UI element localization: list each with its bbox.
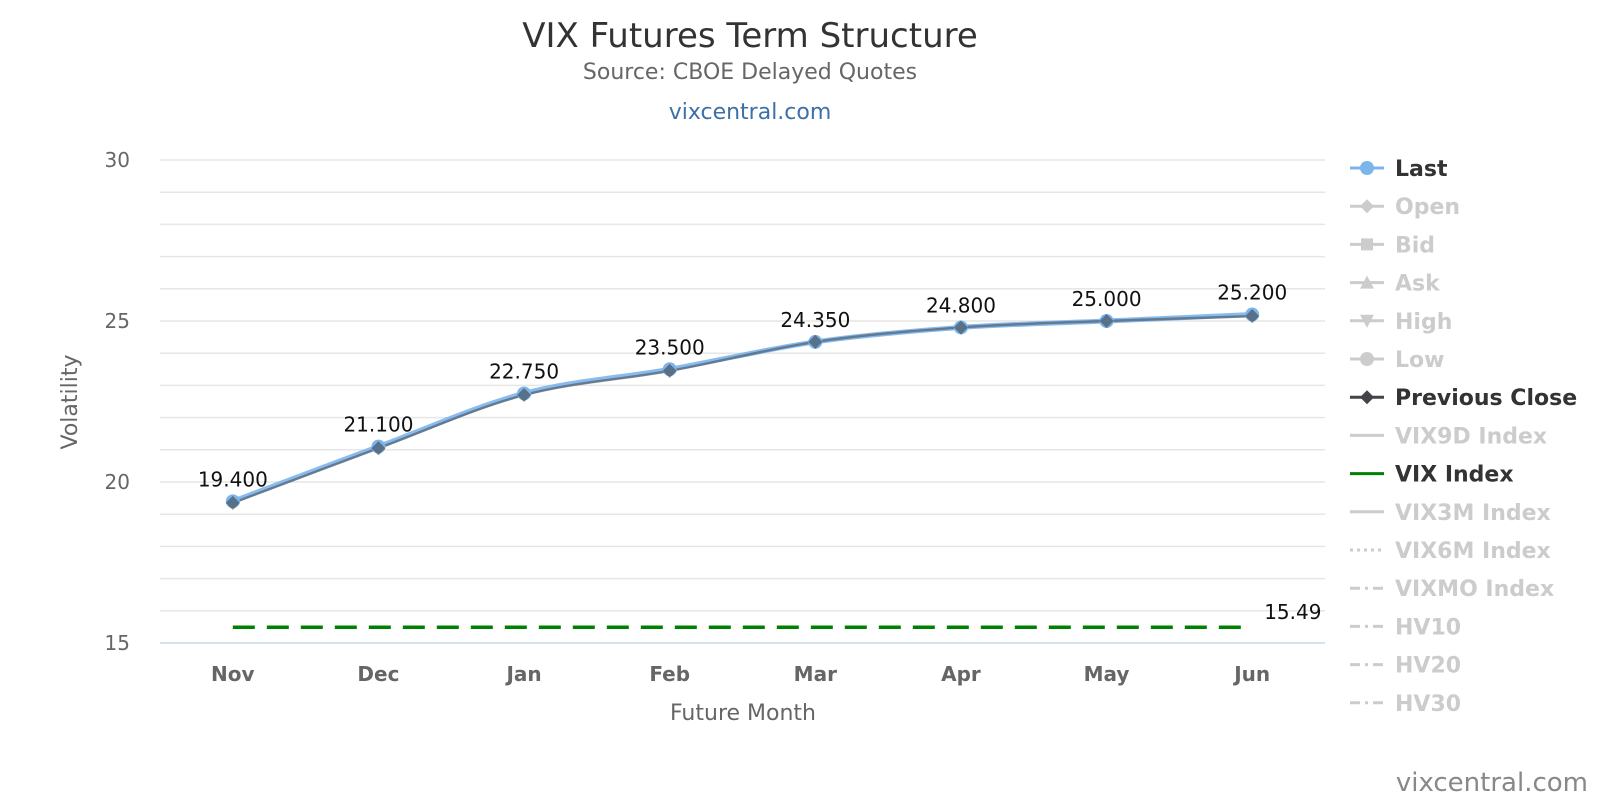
x-tick-label: Feb [649,662,690,686]
legend-label: HV30 [1395,692,1461,717]
previous-close-point [225,495,240,510]
gridlines [160,159,1325,644]
data-label: 24.800 [926,293,996,317]
legend[interactable]: Last Open Bid Ask High Low Previous Close VIX9D… [1350,157,1577,717]
data-label: 25.200 [1217,281,1287,305]
legend-item[interactable]: Open [1350,195,1460,220]
legend-item[interactable]: Last [1350,157,1448,182]
legend-item[interactable]: Previous Close [1350,386,1577,411]
legend-item[interactable]: VIX6M Index [1350,539,1551,564]
last-series-line [231,312,1253,504]
legend-label: VIX9D Index [1395,424,1547,449]
x-tick-label: Nov [211,662,255,686]
previous-close-series-line [232,314,1253,505]
legend-marker [1360,314,1374,328]
legend-item[interactable]: HV10 [1350,615,1461,640]
series-group: 15.49 19.400 21.100 22.750 23.500 24.350 24.80… [198,281,1321,629]
previous-close-point [1245,309,1260,324]
chart-subtitle: Source: CBOE Delayed Quotes [583,60,917,85]
data-label: 23.500 [635,335,705,359]
legend-marker [1361,238,1373,251]
data-label: 21.100 [343,413,413,437]
x-axis-title: Future Month [670,701,816,726]
data-label: 22.750 [489,359,559,383]
legend-marker [1360,390,1374,405]
credit-watermark: vixcentral.com [1396,768,1588,798]
previous-close-point [371,441,386,456]
x-tick-label: Mar [794,662,837,686]
legend-label: Last [1395,157,1448,182]
previous-close-point [953,320,968,335]
legend-label: Open [1395,195,1460,220]
data-label: 25.000 [1072,287,1142,311]
vix-index-end-label: 15.49 [1264,600,1321,624]
x-tick-label: Jan [504,662,541,686]
legend-item[interactable]: VIX9D Index [1350,424,1547,449]
x-tick-label: May [1084,662,1130,686]
data-label: 19.400 [198,467,268,491]
legend-item[interactable]: VIX3M Index [1350,501,1551,526]
legend-label: VIX3M Index [1395,501,1551,526]
legend-label: VIX Index [1395,463,1514,488]
legend-label: VIXMO Index [1395,577,1554,602]
legend-item[interactable]: Low [1350,348,1444,373]
legend-label: High [1395,310,1452,335]
legend-item[interactable]: Bid [1350,233,1435,258]
y-tick-label: 20 [105,470,130,494]
legend-item[interactable]: HV20 [1350,654,1461,679]
legend-marker [1360,161,1374,175]
legend-label: Low [1395,348,1444,373]
legend-label: HV10 [1395,615,1461,640]
x-tick-label: Jun [1232,662,1270,686]
data-label: 24.350 [780,308,850,332]
y-tick-label: 25 [105,309,130,333]
legend-marker [1360,275,1374,289]
legend-marker [1360,199,1374,214]
legend-label: HV20 [1395,654,1461,679]
previous-close-point [662,363,677,378]
x-axis: Nov Dec Jan Feb Mar Apr May Jun [211,662,1270,686]
site-link[interactable]: vixcentral.com [669,100,832,125]
legend-label: Previous Close [1395,386,1577,411]
previous-close-point [517,388,532,403]
legend-item[interactable]: HV30 [1350,692,1461,717]
previous-close-point [1099,314,1114,328]
x-tick-label: Apr [941,662,981,686]
legend-label: VIX6M Index [1395,539,1551,564]
legend-label: Ask [1395,272,1441,297]
legend-item[interactable]: High [1350,310,1452,335]
y-axis-title: Volatility [58,354,83,449]
y-axis: 15 20 25 30 [105,148,130,655]
legend-item[interactable]: VIXMO Index [1350,577,1554,602]
legend-item[interactable]: VIX Index [1350,463,1514,488]
previous-close-point [808,334,823,349]
x-tick-label: Dec [357,662,399,686]
legend-marker [1360,352,1374,366]
legend-label: Bid [1395,233,1435,258]
y-tick-label: 30 [105,148,130,172]
y-tick-label: 15 [105,631,130,655]
chart-title: VIX Futures Term Structure [522,16,978,56]
legend-item[interactable]: Ask [1350,272,1441,297]
